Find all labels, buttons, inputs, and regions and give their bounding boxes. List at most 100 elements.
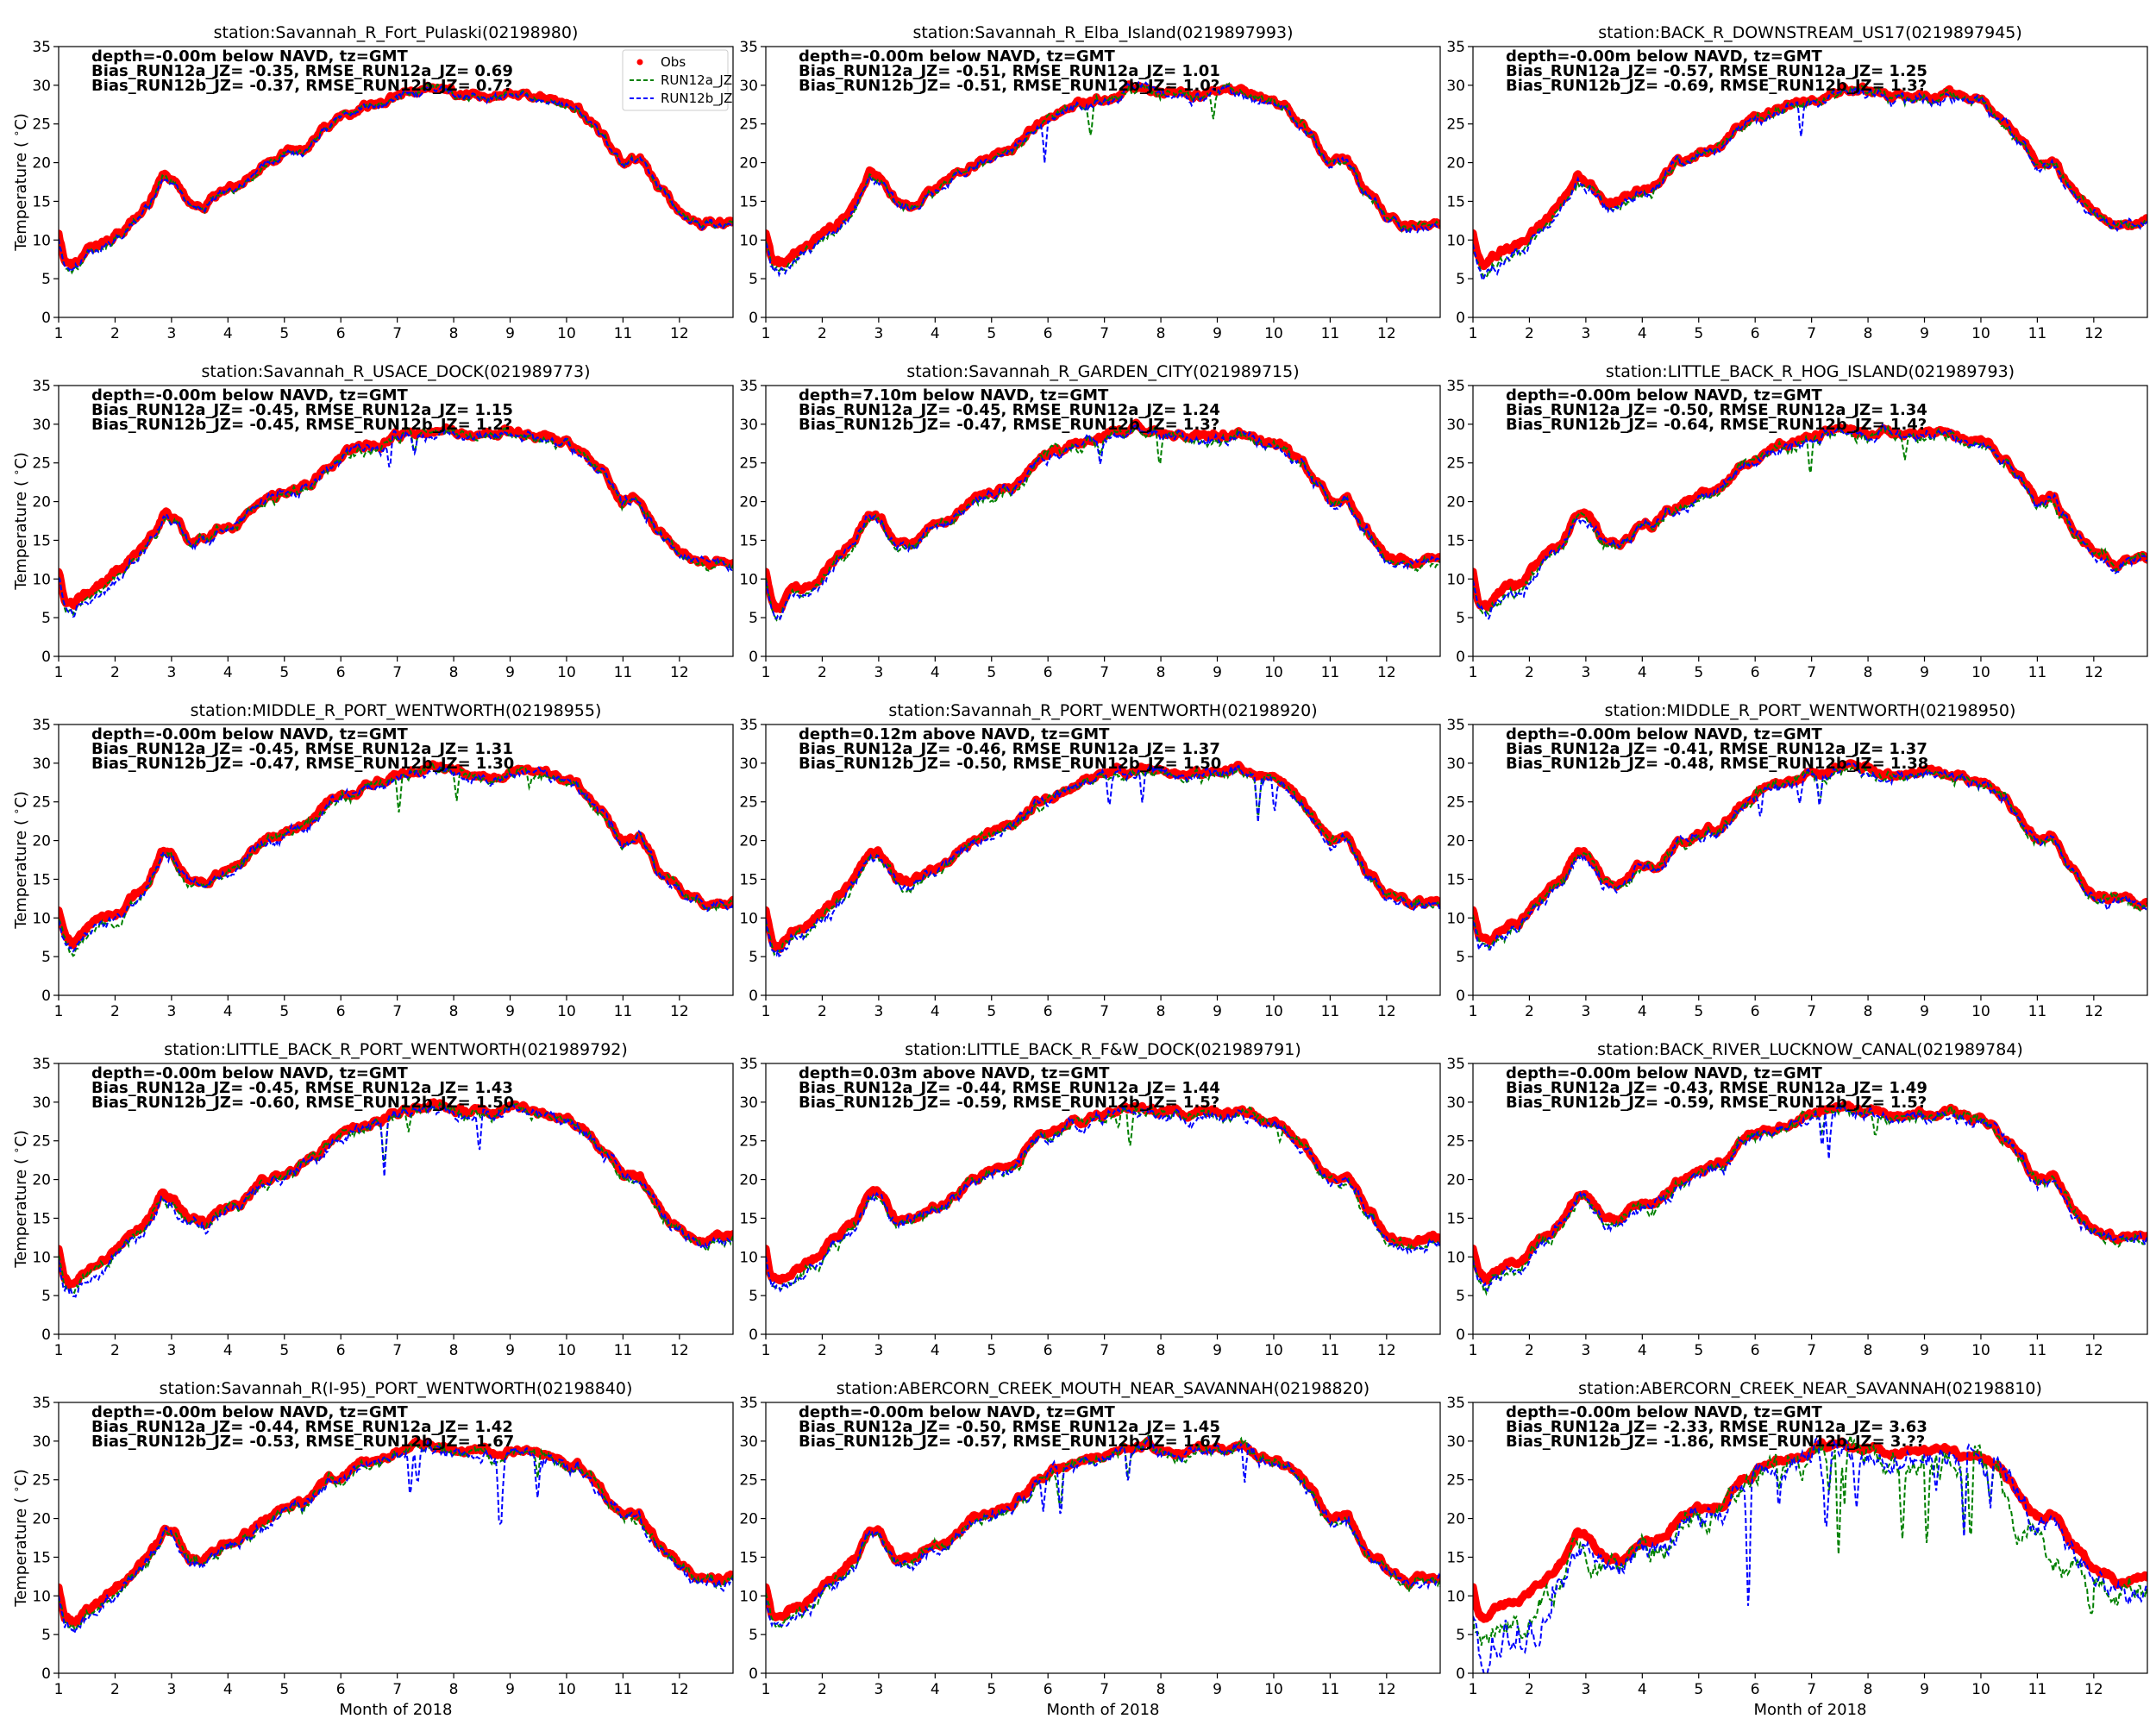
- x-tick-label: 8: [1156, 1681, 1166, 1698]
- y-tick-label: 25: [32, 1133, 51, 1151]
- x-tick-label: 5: [1694, 664, 1703, 681]
- x-tick-label: 10: [1971, 1681, 1990, 1698]
- x-tick-label: 4: [1638, 1003, 1647, 1020]
- x-tick-label: 6: [1751, 1342, 1760, 1359]
- x-tick-label: 5: [279, 664, 289, 681]
- x-tick-label: 1: [761, 1342, 771, 1359]
- y-tick-label: 5: [749, 610, 758, 627]
- y-tick-label: 35: [32, 1395, 51, 1412]
- x-tick-label: 4: [1638, 1342, 1647, 1359]
- x-tick-label: 11: [1321, 664, 1340, 681]
- bias-run12a-annotation: Bias_RUN12a_JZ= -0.50, RMSE_RUN12a_JZ= 1…: [799, 1418, 1220, 1436]
- x-tick-label: 2: [110, 1681, 120, 1698]
- axes-frame: [765, 724, 1441, 996]
- y-tick-label: 15: [1446, 1210, 1465, 1227]
- y-tick-label: 0: [41, 1665, 51, 1683]
- bias-run12a-annotation: Bias_RUN12a_JZ= -0.43, RMSE_RUN12a_JZ= 1…: [1506, 1079, 1927, 1097]
- y-tick-label: 30: [739, 1433, 758, 1451]
- y-tick-label: 0: [749, 1665, 758, 1683]
- x-tick-label: 6: [1044, 1681, 1053, 1698]
- x-tick-label: 1: [1469, 1342, 1478, 1359]
- y-tick-label: 5: [41, 949, 51, 966]
- y-tick-label: 5: [1456, 1288, 1465, 1305]
- y-tick-label: 30: [1446, 417, 1465, 434]
- run12b-series: [59, 428, 733, 618]
- y-tick-label: 15: [1446, 532, 1465, 549]
- x-tick-label: 8: [1864, 1681, 1873, 1698]
- x-tick-label: 1: [761, 1681, 771, 1698]
- panel-4: 1 2 3 4 5 6 7 8 9 10 11 1205101520253035station:Sav…: [10, 362, 734, 681]
- y-tick-label: 25: [32, 116, 51, 134]
- bias-run12b-annotation: Bias_RUN12b_JZ= -0.59, RMSE_RUN12b_JZ= 1…: [1506, 1094, 1927, 1112]
- axes-frame: [765, 1402, 1441, 1674]
- legend-marker-obs: [636, 59, 643, 66]
- depth-annotation: depth=0.12m above NAVD, tz=GMT: [799, 725, 1110, 743]
- run12b-series: [766, 80, 1440, 278]
- x-tick-label: 4: [223, 1342, 233, 1359]
- depth-annotation: depth=-0.00m below NAVD, tz=GMT: [1506, 47, 1823, 66]
- x-tick-label: 2: [1525, 664, 1534, 681]
- x-tick-label: 1: [1469, 664, 1478, 681]
- bias-run12b-annotation: Bias_RUN12b_JZ= -0.57, RMSE_RUN12b_JZ= 1…: [799, 1433, 1221, 1451]
- obs-series: [766, 761, 1440, 953]
- x-tick-label: 6: [1044, 1342, 1053, 1359]
- x-tick-label: 7: [1100, 1003, 1109, 1020]
- y-tick-label: 25: [32, 455, 51, 473]
- x-tick-label: 2: [1525, 325, 1534, 342]
- x-tick-label: 12: [2084, 325, 2103, 342]
- axes-frame: [58, 1402, 734, 1674]
- bias-run12a-annotation: Bias_RUN12a_JZ= -0.35, RMSE_RUN12a_JZ= 0…: [91, 62, 513, 80]
- panel-14: 1 2 3 4 5 6 7 8 9 10 11 1205101520253035station:ABE…: [739, 1379, 1441, 1719]
- x-tick-label: 5: [1694, 325, 1703, 342]
- y-tick-label: 20: [32, 833, 51, 850]
- x-tick-label: 7: [392, 1342, 402, 1359]
- panel-title: station:Savannah_R(I-95)_PORT_WENTWORTH(…: [160, 1379, 633, 1398]
- y-tick-label: 20: [739, 1511, 758, 1528]
- x-tick-label: 12: [1377, 664, 1396, 681]
- y-tick-label: 35: [1446, 1395, 1465, 1412]
- y-tick-label: 5: [749, 271, 758, 288]
- y-tick-label: 25: [739, 794, 758, 812]
- x-tick-label: 1: [1469, 1681, 1478, 1698]
- y-tick-label: 15: [739, 1549, 758, 1566]
- obs-series: [766, 1436, 1440, 1622]
- run12b-series: [1473, 87, 2147, 283]
- x-tick-label: 11: [2028, 1681, 2047, 1698]
- obs-series: [59, 760, 733, 950]
- y-tick-label: 10: [1446, 232, 1465, 249]
- x-tick-label: 10: [1264, 1342, 1283, 1359]
- x-tick-label: 11: [614, 325, 633, 342]
- x-tick-label: 12: [2084, 1003, 2103, 1020]
- panel-8: 1 2 3 4 5 6 7 8 9 10 11 1205101520253035station:Sav…: [739, 701, 1441, 1020]
- panel-title: station:Savannah_R_GARDEN_CITY(021989715…: [906, 362, 1299, 381]
- x-tick-label: 10: [557, 1681, 576, 1698]
- y-tick-label: 35: [1446, 39, 1465, 56]
- y-tick-label: 30: [32, 78, 51, 95]
- x-tick-label: 7: [1807, 1342, 1816, 1359]
- y-tick-label: 10: [739, 910, 758, 927]
- x-tick-label: 6: [336, 325, 346, 342]
- panel-title: station:MIDDLE_R_PORT_WENTWORTH(02198950…: [1605, 701, 2016, 720]
- y-tick-label: 0: [749, 988, 758, 1005]
- y-tick-label: 35: [739, 378, 758, 395]
- y-tick-label: 35: [739, 717, 758, 734]
- depth-annotation: depth=-0.00m below NAVD, tz=GMT: [91, 386, 409, 405]
- run12b-series: [766, 1106, 1440, 1293]
- x-tick-label: 9: [505, 664, 515, 681]
- x-tick-label: 4: [931, 325, 940, 342]
- x-tick-label: 4: [931, 1003, 940, 1020]
- x-tick-label: 1: [1469, 325, 1478, 342]
- x-tick-label: 9: [1213, 325, 1222, 342]
- bias-run12b-annotation: Bias_RUN12b_JZ= -0.60, RMSE_RUN12b_JZ= 1…: [91, 1094, 514, 1112]
- axes-frame: [1472, 724, 2148, 996]
- x-tick-label: 11: [1321, 1681, 1340, 1698]
- x-tick-label: 5: [987, 1003, 996, 1020]
- x-tick-label: 6: [336, 1342, 346, 1359]
- x-tick-label: 3: [1581, 1342, 1590, 1359]
- run12a-series: [1473, 423, 2147, 617]
- x-axis-label: Month of 2018: [1046, 1701, 1159, 1719]
- x-tick-label: 10: [1264, 325, 1283, 342]
- y-tick-label: 15: [739, 871, 758, 888]
- x-tick-label: 11: [2028, 1003, 2047, 1020]
- x-tick-label: 12: [1377, 1342, 1396, 1359]
